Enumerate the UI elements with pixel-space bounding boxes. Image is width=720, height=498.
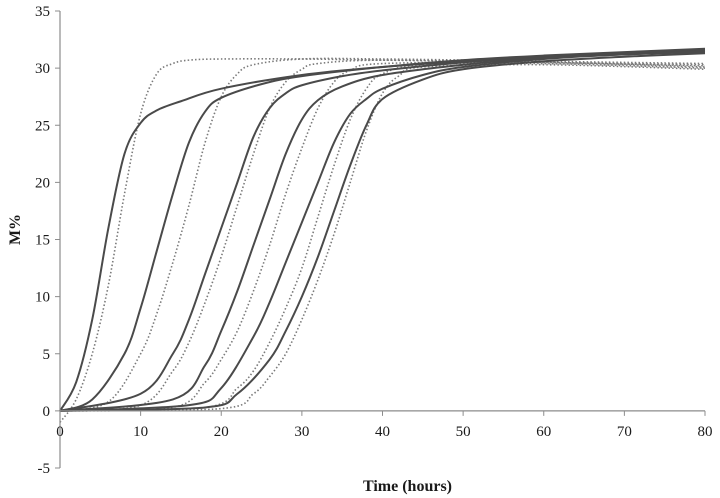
solid-series-line-5 [59, 52, 706, 412]
x-tick-label: 70 [617, 424, 632, 440]
x-tick-label: 50 [456, 424, 471, 440]
solid-series-line-2 [59, 49, 706, 412]
solid-series-line-4 [59, 51, 706, 412]
solid-series-line-0 [59, 48, 706, 412]
y-tick-label: -5 [38, 461, 51, 477]
y-tick-label: 25 [35, 118, 50, 134]
dotted-series-line-10 [59, 62, 706, 412]
x-tick-label: 60 [536, 424, 551, 440]
y-tick-label: 5 [43, 347, 51, 363]
y-tick-label: 20 [35, 175, 50, 191]
y-tick-label: 30 [35, 61, 50, 77]
solid-series-line-1 [59, 47, 706, 412]
y-tick-label: 0 [43, 404, 51, 420]
dotted-series-line-7 [59, 57, 706, 412]
dotted-series-line-8 [59, 59, 706, 412]
dotted-series-line-11 [59, 63, 706, 412]
x-axis-title: Time (hours) [363, 478, 452, 495]
y-tick-label: 35 [35, 4, 50, 20]
y-tick-label: 10 [35, 290, 50, 306]
x-tick-label: 80 [698, 424, 713, 440]
series-layer [59, 47, 706, 423]
x-tick-label: 30 [294, 424, 309, 440]
x-tick-label: 40 [375, 424, 390, 440]
y-axis-title: M% [7, 214, 24, 245]
x-tick-label: 20 [214, 424, 229, 440]
y-tick-label: 15 [35, 233, 50, 249]
ticks-layer: -5 0 5 10 15 20 25 30 35 0 10 20 30 40 50 60 70 80 [35, 4, 713, 477]
solid-series-line-3 [59, 49, 706, 412]
dotted-series-line-6 [59, 58, 706, 423]
dotted-series-line-9 [59, 61, 706, 412]
x-tick-label: 10 [133, 424, 148, 440]
x-tick-label: 0 [56, 424, 64, 440]
